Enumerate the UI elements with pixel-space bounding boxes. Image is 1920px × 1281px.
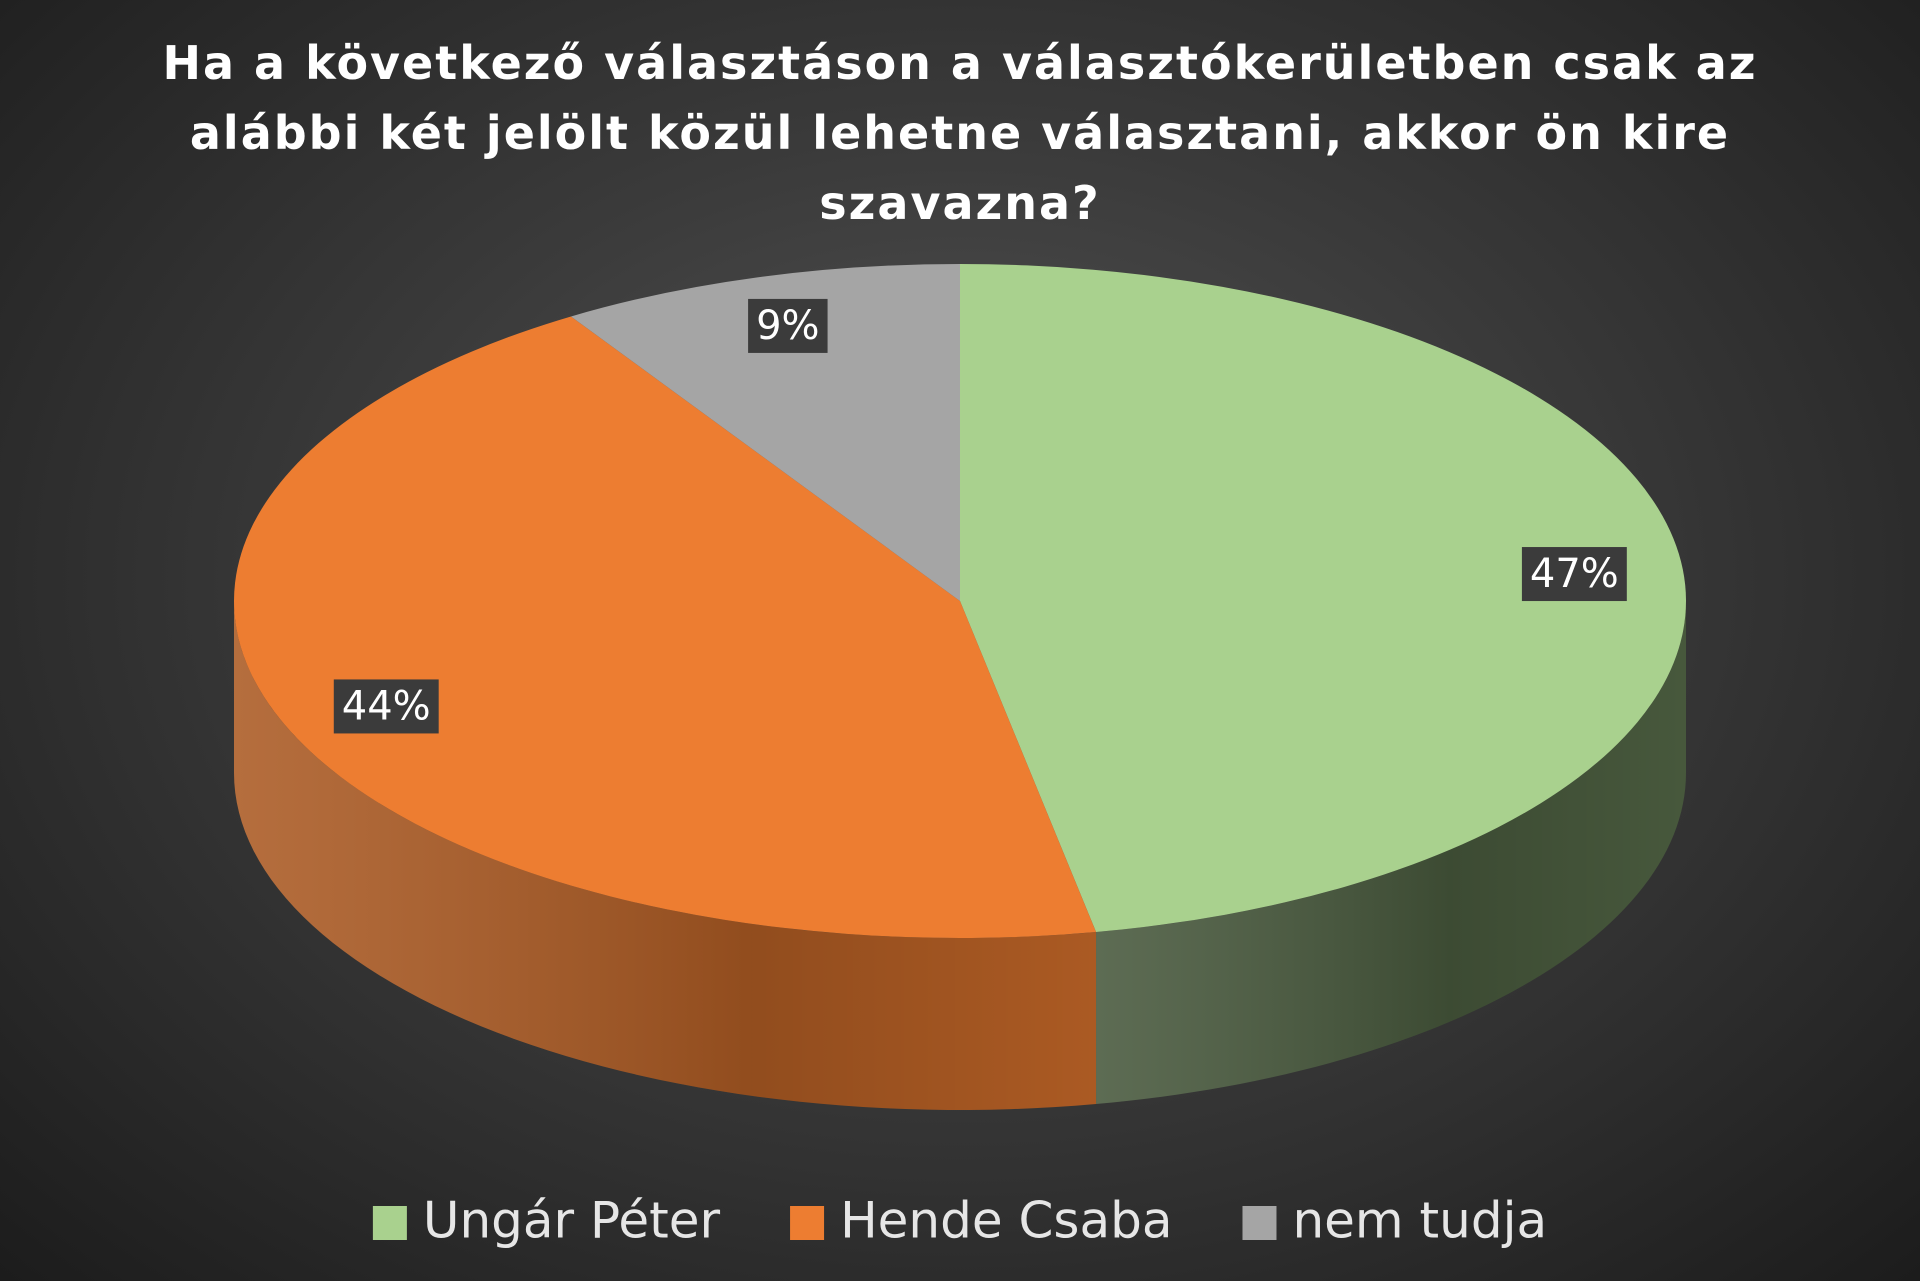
legend-swatch: [372, 1206, 407, 1240]
pie-slice: [960, 264, 1687, 933]
data-label-box: [748, 298, 828, 353]
data-label: 44%: [342, 683, 431, 729]
legend-label: Ungár Péter: [423, 1192, 721, 1250]
legend-label: nem tudja: [1292, 1192, 1547, 1250]
legend-swatch: [1242, 1206, 1277, 1240]
data-label-box: [333, 679, 439, 734]
data-label: 47%: [1530, 551, 1619, 597]
chart-title: Ha a következő választáson a választóker…: [162, 36, 1758, 230]
legend-label: Hende Csaba: [840, 1192, 1172, 1250]
pie-side-shade: [1096, 601, 1686, 1105]
pie-slice: [570, 264, 960, 601]
data-label-box: [1521, 547, 1627, 602]
legend-swatch: [790, 1206, 825, 1240]
pie-side-shade: [234, 601, 1097, 1110]
legend: Ungár Péter Hende Csaba nem tudja: [372, 1192, 1547, 1250]
data-label: 9%: [756, 303, 819, 349]
pie-slice: [234, 316, 1097, 939]
